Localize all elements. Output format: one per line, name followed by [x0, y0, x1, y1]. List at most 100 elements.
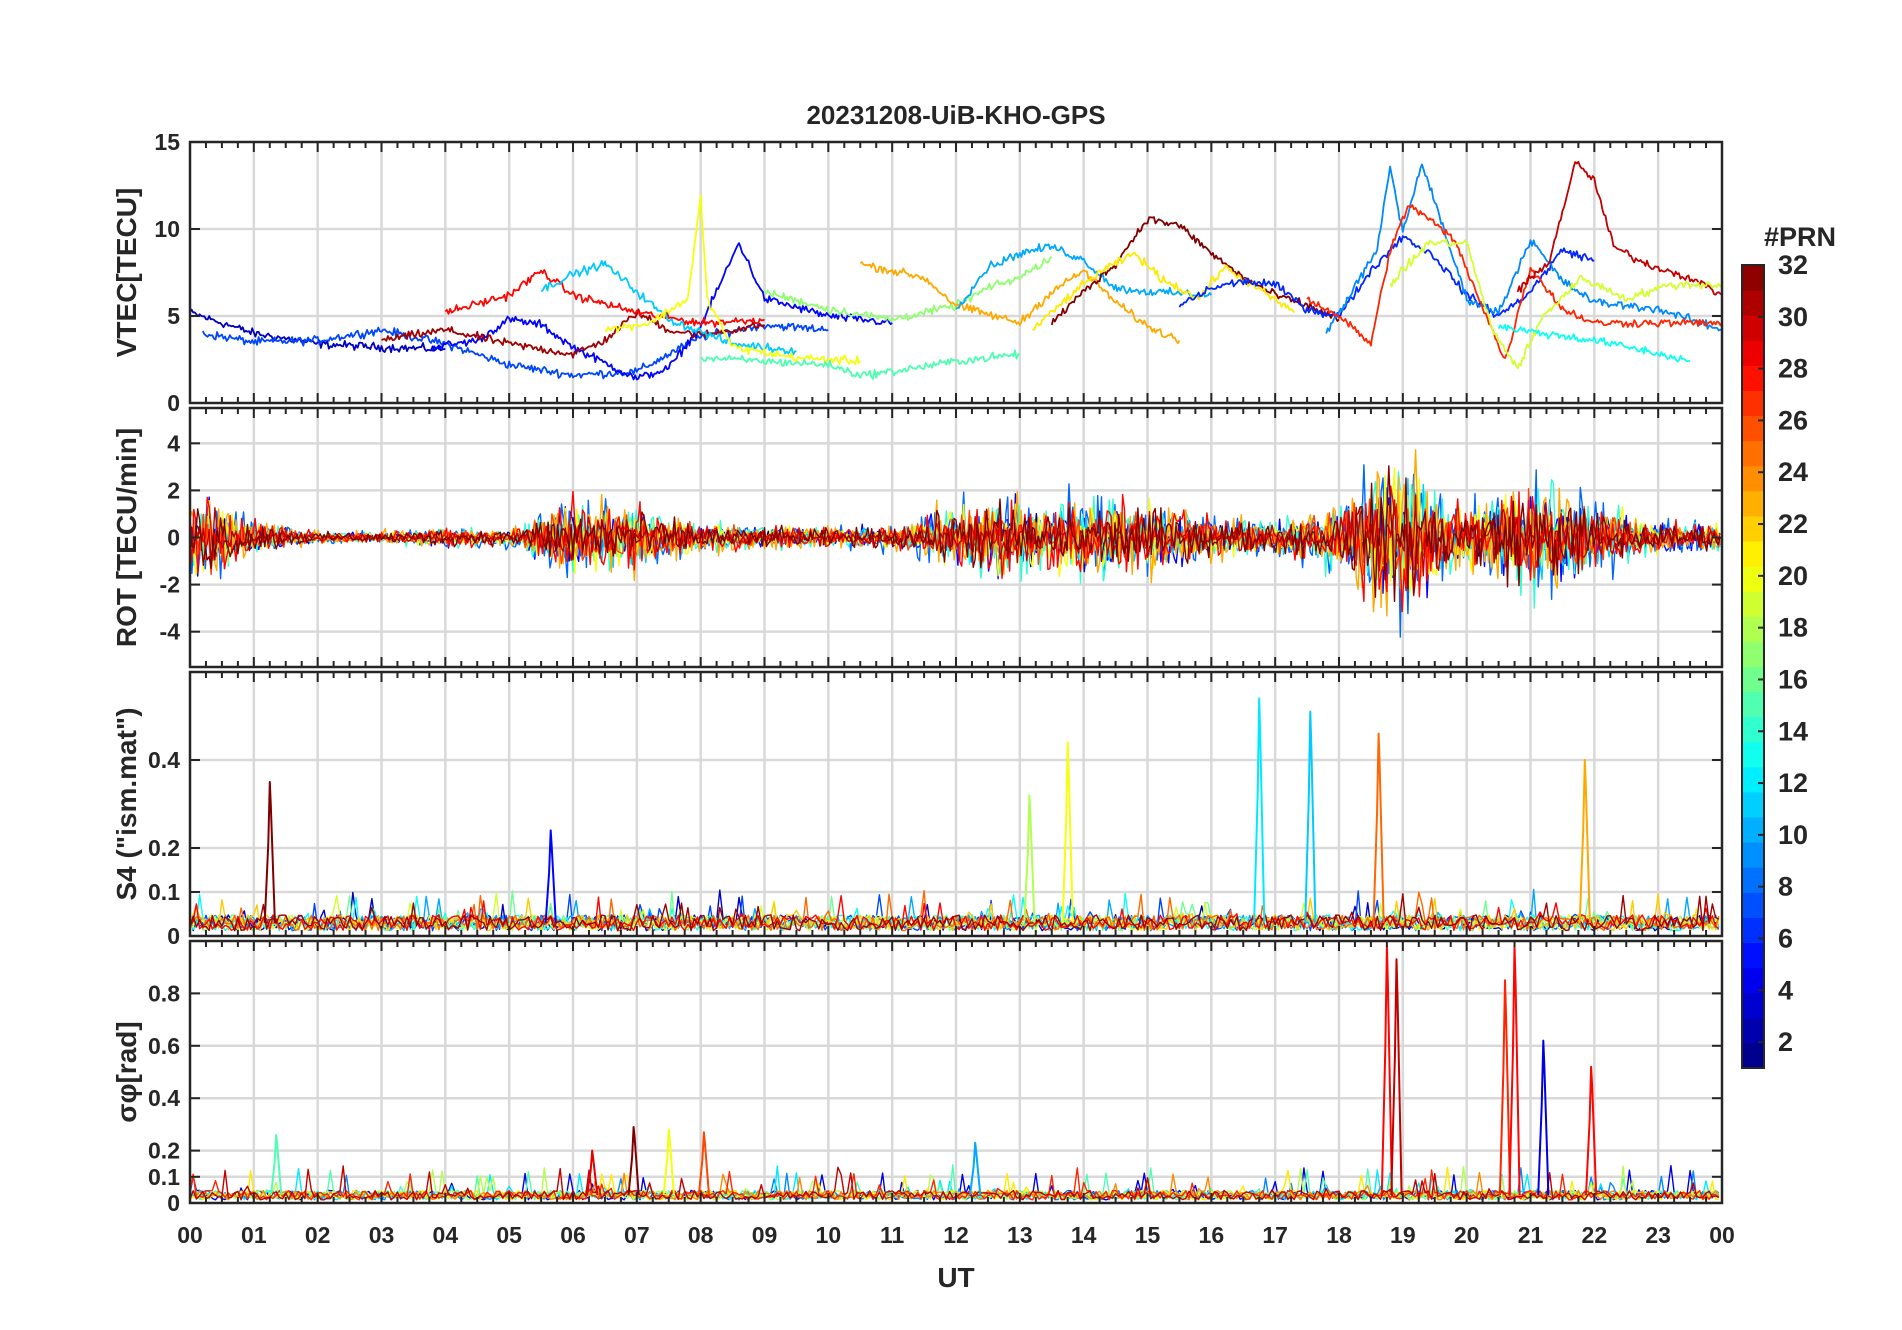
- spike-prn-30: [1390, 958, 1403, 1196]
- colorbar-tick-label: 28: [1778, 354, 1808, 384]
- colorbar-tick-label: 2: [1778, 1027, 1793, 1057]
- y-axis-label: ROT [TECU/min]: [111, 428, 142, 647]
- spike-prn-28: [1585, 1065, 1598, 1196]
- colorbar-swatch: [1742, 1017, 1764, 1044]
- x-ticks: [189, 941, 1723, 1204]
- y-tick-label: 4: [167, 430, 180, 456]
- colorbar-tick-label: 14: [1778, 716, 1808, 746]
- x-ticks: [189, 672, 1723, 937]
- spike-prn-18: [1023, 794, 1036, 923]
- series-prn-27: [1306, 204, 1722, 359]
- y-tick-label: 0: [167, 923, 180, 949]
- colorbar-swatch: [1742, 867, 1764, 893]
- x-tick-label: 18: [1326, 1222, 1352, 1248]
- x-tick-label: 03: [369, 1222, 395, 1248]
- colorbar-swatch: [1742, 917, 1764, 944]
- y-axis-label: σφ[rad]: [111, 1021, 142, 1122]
- colorbar-swatch: [1742, 691, 1764, 718]
- x-tick-label: 06: [560, 1222, 586, 1248]
- panel-s4: 0 0.1 0.2 0.4S4 ("ism.mat"): [111, 670, 1724, 949]
- colorbar-tick-label: 24: [1778, 457, 1808, 487]
- colorbar-tick-label: 22: [1778, 509, 1808, 539]
- series-prn-31: [381, 308, 766, 359]
- spike-prn-26: [697, 1131, 710, 1196]
- spike-prn-11: [1304, 710, 1317, 923]
- colorbar-swatch: [1742, 541, 1764, 567]
- colorbar-swatch: [1742, 440, 1764, 467]
- colorbar-swatch: [1742, 791, 1764, 818]
- spike-prn-29: [586, 1149, 599, 1196]
- colorbar-swatch: [1742, 465, 1764, 492]
- grid: [190, 142, 1722, 403]
- colorbar-swatch: [1742, 365, 1764, 391]
- colorbar-swatch: [1742, 591, 1764, 617]
- panel-sigma_phi: 00.10.2 0.4 0.6 0.8σφ[rad]: [111, 939, 1724, 1216]
- x-tick-label: 23: [1645, 1222, 1671, 1248]
- x-tick-label: 22: [1582, 1222, 1608, 1248]
- colorbar-tick-label: 30: [1778, 302, 1808, 332]
- x-tick-label: 00: [177, 1222, 203, 1248]
- colorbar-swatch: [1742, 842, 1764, 868]
- colorbar-swatch: [1742, 817, 1764, 843]
- x-tick-label: 01: [241, 1222, 267, 1248]
- colorbar-tick-label: 18: [1778, 613, 1808, 643]
- colorbar-title: #PRN: [1764, 222, 1836, 252]
- x-tick-label: 02: [305, 1222, 331, 1248]
- x-tick-label: 19: [1390, 1222, 1416, 1248]
- colorbar-tick-label: 6: [1778, 923, 1793, 953]
- y-tick-label: 0.4: [148, 747, 180, 773]
- x-tick-label: 13: [1007, 1222, 1033, 1248]
- x-tick-labels: 00 01 02 03 04 05 06 07 08 09 10 11 12 13 14 15 16 17 18 19…: [177, 1222, 1735, 1248]
- x-tick-label: 10: [816, 1222, 842, 1248]
- x-axis-label: UT: [937, 1262, 974, 1293]
- colorbar-swatch: [1742, 892, 1764, 918]
- series-prn-11: [540, 260, 797, 356]
- colorbar-swatch: [1742, 666, 1764, 693]
- series-prn-15: [700, 349, 1020, 380]
- spike-prn-27: [1498, 979, 1512, 1196]
- colorbar-swatch: [1742, 290, 1764, 316]
- series-prn-30: [1516, 160, 1722, 296]
- chart-title: 20231208-UiB-KHO-GPS: [806, 100, 1105, 130]
- colorbar-tick-label: 8: [1778, 872, 1793, 902]
- series-prn-32: [190, 465, 1721, 602]
- x-tick-label: 09: [752, 1222, 778, 1248]
- y-tick-label: 15: [154, 129, 180, 155]
- colorbar-tick-label: 20: [1778, 561, 1808, 591]
- series-prn-20: [604, 194, 861, 366]
- series-prn-5: [431, 242, 893, 381]
- spike-prn-10: [969, 1141, 982, 1196]
- colorbar-swatch: [1742, 265, 1764, 291]
- series-prn-28: [190, 485, 1721, 613]
- series-prn-32: [1050, 216, 1340, 326]
- colorbar-swatch: [1742, 766, 1764, 793]
- x-tick-label: 04: [433, 1222, 459, 1248]
- colorbar-swatch: [1742, 641, 1764, 667]
- grid: [190, 672, 1722, 936]
- series-prn-30: [190, 1165, 1720, 1201]
- colorbar-swatch: [1742, 992, 1764, 1019]
- x-ticks: [189, 408, 1723, 667]
- x-tick-label: 12: [943, 1222, 969, 1248]
- series-prn-10: [955, 243, 1213, 310]
- series-prn-9: [1325, 163, 1722, 334]
- y-axis-label: VTEC[TECU]: [111, 188, 142, 358]
- y-tick-label: 0.1: [148, 879, 180, 905]
- colorbar-swatch: [1742, 566, 1764, 592]
- y-tick-label: 0: [167, 1190, 180, 1216]
- colorbar-swatch: [1742, 415, 1764, 442]
- spike-prn-20: [1061, 741, 1074, 923]
- colorbar-frame: [1741, 264, 1765, 1069]
- spike-prn-15: [270, 1133, 283, 1196]
- y-tick-label: 0.2: [148, 1138, 180, 1164]
- y-tick-label: -2: [160, 572, 180, 598]
- x-tick-label: 07: [624, 1222, 650, 1248]
- series-prn-24: [190, 1171, 1720, 1201]
- colorbar-tick-label: 26: [1778, 405, 1808, 435]
- x-tick-label: 08: [688, 1222, 714, 1248]
- series-prn-28: [444, 269, 765, 328]
- spike-prn-32: [627, 1126, 640, 1196]
- y-tick-label: -4: [160, 619, 181, 645]
- x-tick-label: 21: [1518, 1222, 1544, 1248]
